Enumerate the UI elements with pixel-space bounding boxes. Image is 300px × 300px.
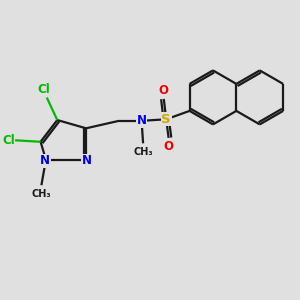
Text: O: O — [159, 84, 169, 97]
Text: O: O — [164, 140, 174, 152]
Text: N: N — [40, 154, 50, 167]
Text: S: S — [161, 113, 171, 126]
Text: CH₃: CH₃ — [32, 189, 51, 199]
Text: N: N — [82, 154, 92, 167]
Text: Cl: Cl — [38, 82, 50, 96]
Text: Cl: Cl — [2, 134, 15, 147]
Text: CH₃: CH₃ — [133, 147, 153, 157]
Text: N: N — [136, 114, 147, 127]
